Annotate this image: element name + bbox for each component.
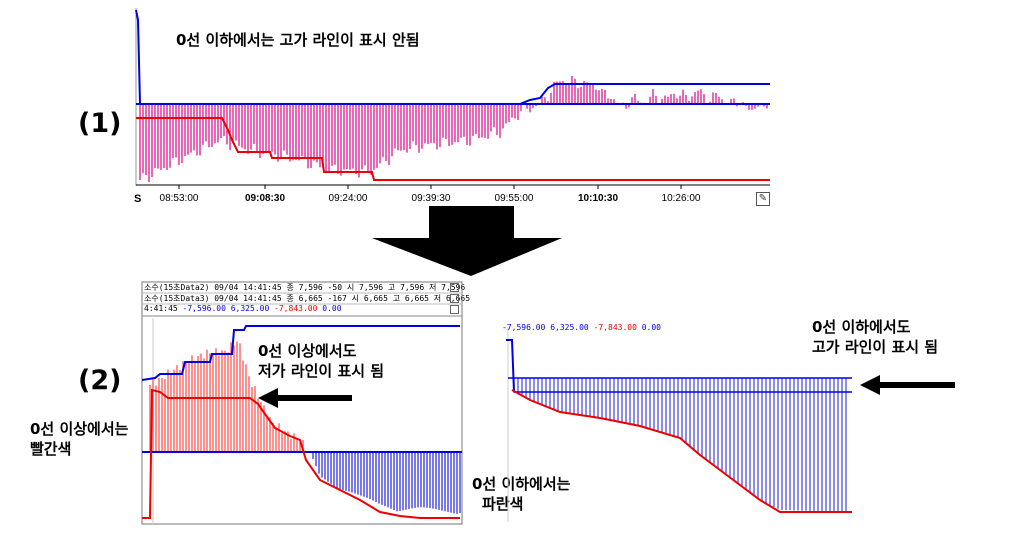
note-left-2: 빨간색 [30, 440, 72, 458]
arrow-mid-head [258, 388, 278, 408]
axis1-start: S [134, 193, 142, 205]
pencil-icon[interactable]: ✎ [756, 192, 770, 206]
header-row-1: 소수(15초Data2) 09/04 14:41:45 종 7,596 -50 … [144, 283, 466, 292]
arrow-right-head [860, 375, 880, 395]
low-line-panel1 [136, 117, 770, 181]
header-row3-value-b: 6,325.00 [230, 304, 270, 313]
note-right-1: 0선 이하에서도 [812, 318, 911, 336]
down-arrow [372, 206, 562, 276]
axis1-tick-label: 08:53:00 [159, 193, 199, 204]
axis1-tick-label: 10:26:00 [661, 193, 701, 204]
right-header-value-d: 0.00 [641, 323, 661, 332]
panel-2-label: (2) [78, 365, 122, 396]
right-header-row: -7,596.00 6,325.00 -7,843.00 0.00 [502, 323, 661, 332]
right-header-value-a: -7,596.00 [502, 323, 546, 332]
right-header-value-b: 6,325.00 [550, 323, 589, 332]
minimize-button-1[interactable] [450, 283, 459, 292]
right-header-value-c: -7,843.00 [593, 323, 637, 332]
axis1-tick-label: 09:08:30 [244, 193, 286, 204]
low-line-panel2-left [142, 388, 460, 519]
note-top: 0선 이하에서는 고가 라인이 표시 안됨 [176, 31, 420, 49]
minimize-button-3[interactable] [450, 305, 459, 314]
axis1-tick-label: 09:39:30 [411, 193, 451, 204]
minimize-button-2[interactable] [450, 294, 459, 303]
header-row3-value-d: 0.00 [322, 304, 342, 313]
note-mid-1: 0선 이상에서도 [258, 342, 357, 360]
note-bottom-1: 0선 이하에서는 [472, 475, 571, 493]
note-bottom-2: 파란색 [482, 495, 524, 513]
high-line-panel2-left [141, 325, 460, 381]
axis1-tick-label: 09:24:00 [328, 193, 368, 204]
axis1-tick-label: 10:10:30 [577, 193, 619, 204]
header-row3-value-c: -7,843.00 [274, 304, 318, 313]
high-line-panel1 [135, 9, 770, 105]
panel1-frame [136, 8, 770, 184]
note-mid-2: 저가 라인이 표시 됨 [258, 362, 385, 380]
panel2-left-frame [141, 281, 463, 525]
axis1-tick-label: 09:55:00 [494, 193, 534, 204]
header-row3-time: 4:41:45 [144, 304, 178, 313]
note-right-2: 고가 라인이 표시 됨 [812, 338, 939, 356]
panel-1-label: (1) [78, 108, 122, 139]
note-left-1: 0선 이상에서는 [30, 420, 129, 438]
panel2-header: 소수(15초Data2) 09/04 14:41:45 종 7,596 -50 … [142, 282, 470, 318]
header-row-3: 4:41:45 -7,596.00 6,325.00 -7,843.00 0.0… [144, 304, 342, 313]
high-line-panel3-start [506, 339, 515, 393]
header-row3-value-a: -7,596.00 [182, 304, 226, 313]
header-row-2: 소수(15초Data3) 09/04 14:41:45 종 6,665 -167… [144, 294, 471, 303]
low-line-panel3 [511, 389, 852, 513]
